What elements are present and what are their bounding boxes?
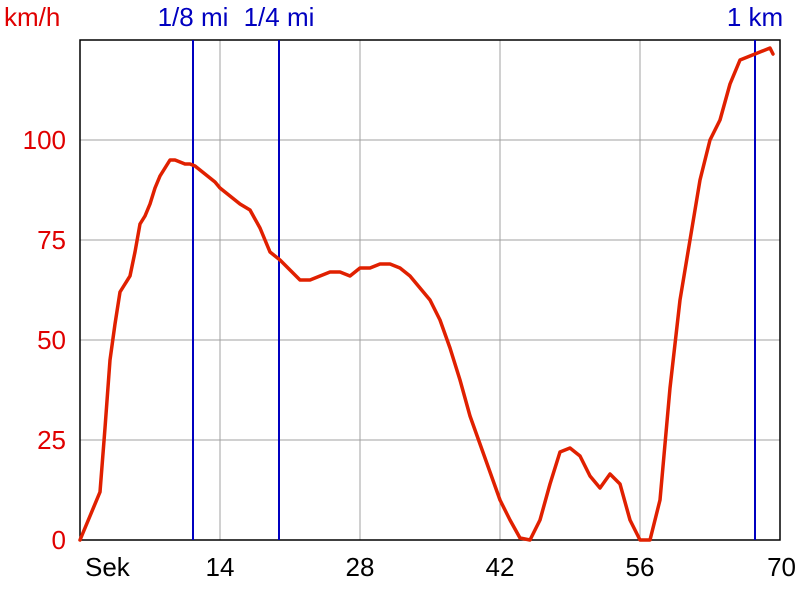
distance-marker-label: 1 km (727, 2, 783, 32)
x-tick-label: 14 (206, 552, 235, 582)
distance-marker-label: 1/8 mi (158, 2, 229, 32)
grid (80, 40, 781, 541)
y-tick-label: 75 (37, 225, 66, 255)
distance-markers: 1/8 mi 1/4 mi 1 km (158, 2, 783, 540)
x-tick-label: 56 (626, 552, 655, 582)
x-tick-label: 42 (486, 552, 515, 582)
plot-frame (79, 39, 781, 541)
y-tick-label: 100 (23, 125, 66, 155)
series-layer (78, 46, 775, 542)
x-tick-label: 28 (346, 552, 375, 582)
y-axis-label: km/h (4, 2, 60, 32)
y-tick-label: 0 (52, 525, 66, 555)
y-axis: 0 25 50 75 100 (23, 125, 66, 555)
y-tick-label: 50 (37, 325, 66, 355)
y-tick-label: 25 (37, 425, 66, 455)
x-axis: 14 28 42 56 70 (206, 552, 796, 582)
distance-marker-label: 1/4 mi (244, 2, 315, 32)
speed-series-line (78, 46, 775, 542)
x-tick-label: 70 (767, 552, 796, 582)
x-axis-label: Sek (85, 552, 131, 582)
